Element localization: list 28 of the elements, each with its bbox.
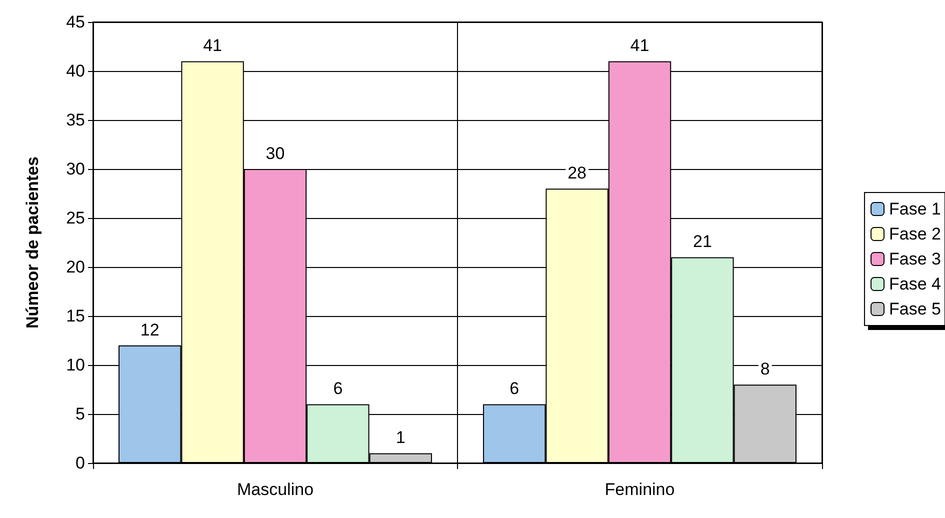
y-tick-label: 5 — [76, 404, 85, 424]
y-tick-label: 20 — [66, 258, 85, 276]
y-tick-label: 30 — [66, 160, 85, 178]
y-tick-label: 35 — [66, 110, 85, 130]
legend-label: Fase 4 — [889, 274, 942, 294]
data-label: 21 — [692, 232, 712, 252]
x-tick-label: Feminino — [604, 480, 675, 499]
y-tick-label: 25 — [66, 208, 85, 228]
y-tick-label: 45 — [66, 12, 85, 32]
data-label: 1 — [396, 428, 406, 448]
y-tick-label: 0 — [76, 454, 85, 472]
y-tick-label: 10 — [66, 356, 85, 374]
y-axis-title: Númeor de pacientes — [23, 156, 42, 328]
data-label: 41 — [630, 36, 650, 56]
legend-label: Fase 5 — [889, 300, 942, 318]
data-label: 6 — [333, 379, 343, 398]
data-label: 30 — [266, 144, 285, 163]
data-label: 28 — [568, 164, 587, 183]
data-label: 41 — [203, 36, 222, 56]
legend-label: Fase 1 — [889, 200, 942, 218]
legend-label: Fase 3 — [889, 250, 942, 268]
x-tick-label: Masculino — [236, 480, 314, 499]
data-label: 12 — [140, 320, 160, 340]
y-tick-label: 15 — [66, 306, 85, 326]
data-label: 8 — [760, 360, 770, 379]
data-label: 6 — [510, 379, 520, 398]
y-tick-label: 40 — [66, 62, 85, 80]
legend-label: Fase 2 — [889, 224, 942, 244]
